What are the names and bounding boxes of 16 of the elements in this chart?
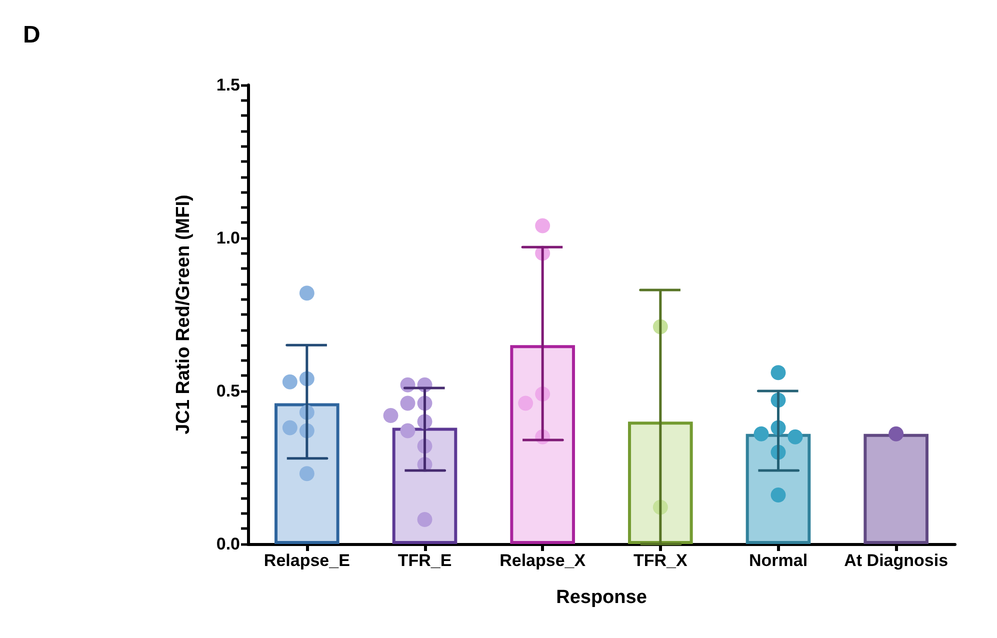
text: D: [23, 22, 40, 48]
x-tick-label: Relapse_X: [500, 551, 586, 570]
bar: [510, 345, 575, 544]
x-axis-title: Response: [556, 587, 647, 608]
x-tick-label: At Diagnosis: [844, 551, 948, 570]
y-tick-label: 0.5: [216, 382, 240, 400]
x-tick-label: TFR_E: [398, 551, 452, 570]
y-tick-label: 1.0: [216, 228, 240, 248]
y-tick-label: 1.5: [216, 76, 240, 94]
x-tick-label: TFR_X: [633, 551, 688, 570]
x-tick-label: Normal: [748, 551, 808, 570]
bar: [628, 422, 693, 544]
y-tick-label: 0.0: [216, 534, 240, 554]
bar: [864, 434, 928, 544]
x-tick-label: Relapse_E: [264, 551, 350, 570]
y-axis-title: JC1 Ratio Red/Green (MFI): [173, 194, 194, 434]
